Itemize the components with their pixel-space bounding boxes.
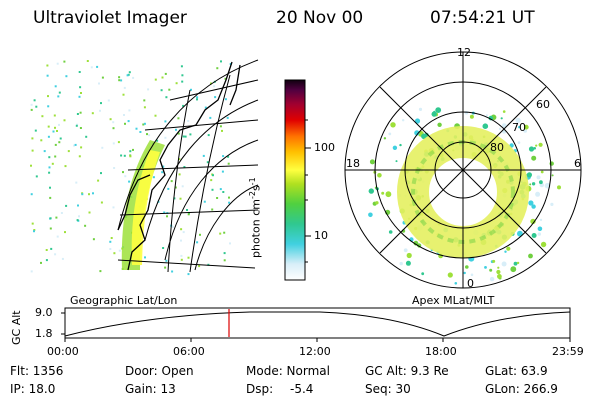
flight-number: Flt: 1356 [10, 364, 64, 378]
lat-70-label: 70 [512, 121, 526, 134]
geographic-panel-label: Geographic Lat/Lon [70, 294, 178, 307]
dsp-label: Dsp: [246, 382, 274, 396]
mlt-6-label: 6 [574, 157, 581, 170]
mode-value: Mode: Normal [246, 364, 330, 378]
orbit-y-label: GC Alt [10, 310, 23, 345]
time-label: 07:54:21 UT [430, 8, 535, 28]
polar-plot [344, 51, 582, 289]
orbit-x-tick-4: 23:59 [552, 345, 584, 358]
orbit-plot [61, 307, 571, 342]
instrument-title: Ultraviolet Imager [33, 8, 187, 28]
door-status: Door: Open [125, 364, 194, 378]
date-label: 20 Nov 00 [276, 8, 364, 28]
lat-60-label: 60 [536, 98, 550, 111]
colorbar [284, 79, 306, 281]
orbit-y-min: 1.8 [35, 327, 53, 340]
gain-value: Gain: 13 [125, 382, 176, 396]
mlt-12-label: 12 [457, 46, 471, 59]
ip-value: IP: 18.0 [10, 382, 56, 396]
mlt-0-label: 0 [467, 277, 474, 290]
dsp-value: -5.4 [290, 382, 314, 396]
orbit-x-tick-2: 12:00 [299, 345, 331, 358]
orbit-x-tick-1: 06:00 [173, 345, 205, 358]
sequence-number: Seq: 30 [365, 382, 411, 396]
gc-altitude: GC Alt: 9.3 Re [365, 364, 449, 378]
mlt-18-label: 18 [346, 157, 360, 170]
apex-panel-label: Apex MLat/MLT [412, 294, 495, 307]
orbit-x-tick-3: 18:00 [425, 345, 457, 358]
geographic-longitude: GLon: 266.9 [485, 382, 558, 396]
colorbar-tick-100: 100 [314, 141, 335, 154]
orbit-y-max: 9.0 [35, 306, 53, 319]
geographic-latitude: GLat: 63.9 [485, 364, 548, 378]
geographic-image [30, 59, 259, 276]
lat-80-label: 80 [490, 141, 504, 154]
orbit-x-tick-0: 00:00 [47, 345, 79, 358]
colorbar-tick-10: 10 [314, 229, 328, 242]
colorbar-unit-label: photon cm-2s-1 [248, 177, 263, 258]
